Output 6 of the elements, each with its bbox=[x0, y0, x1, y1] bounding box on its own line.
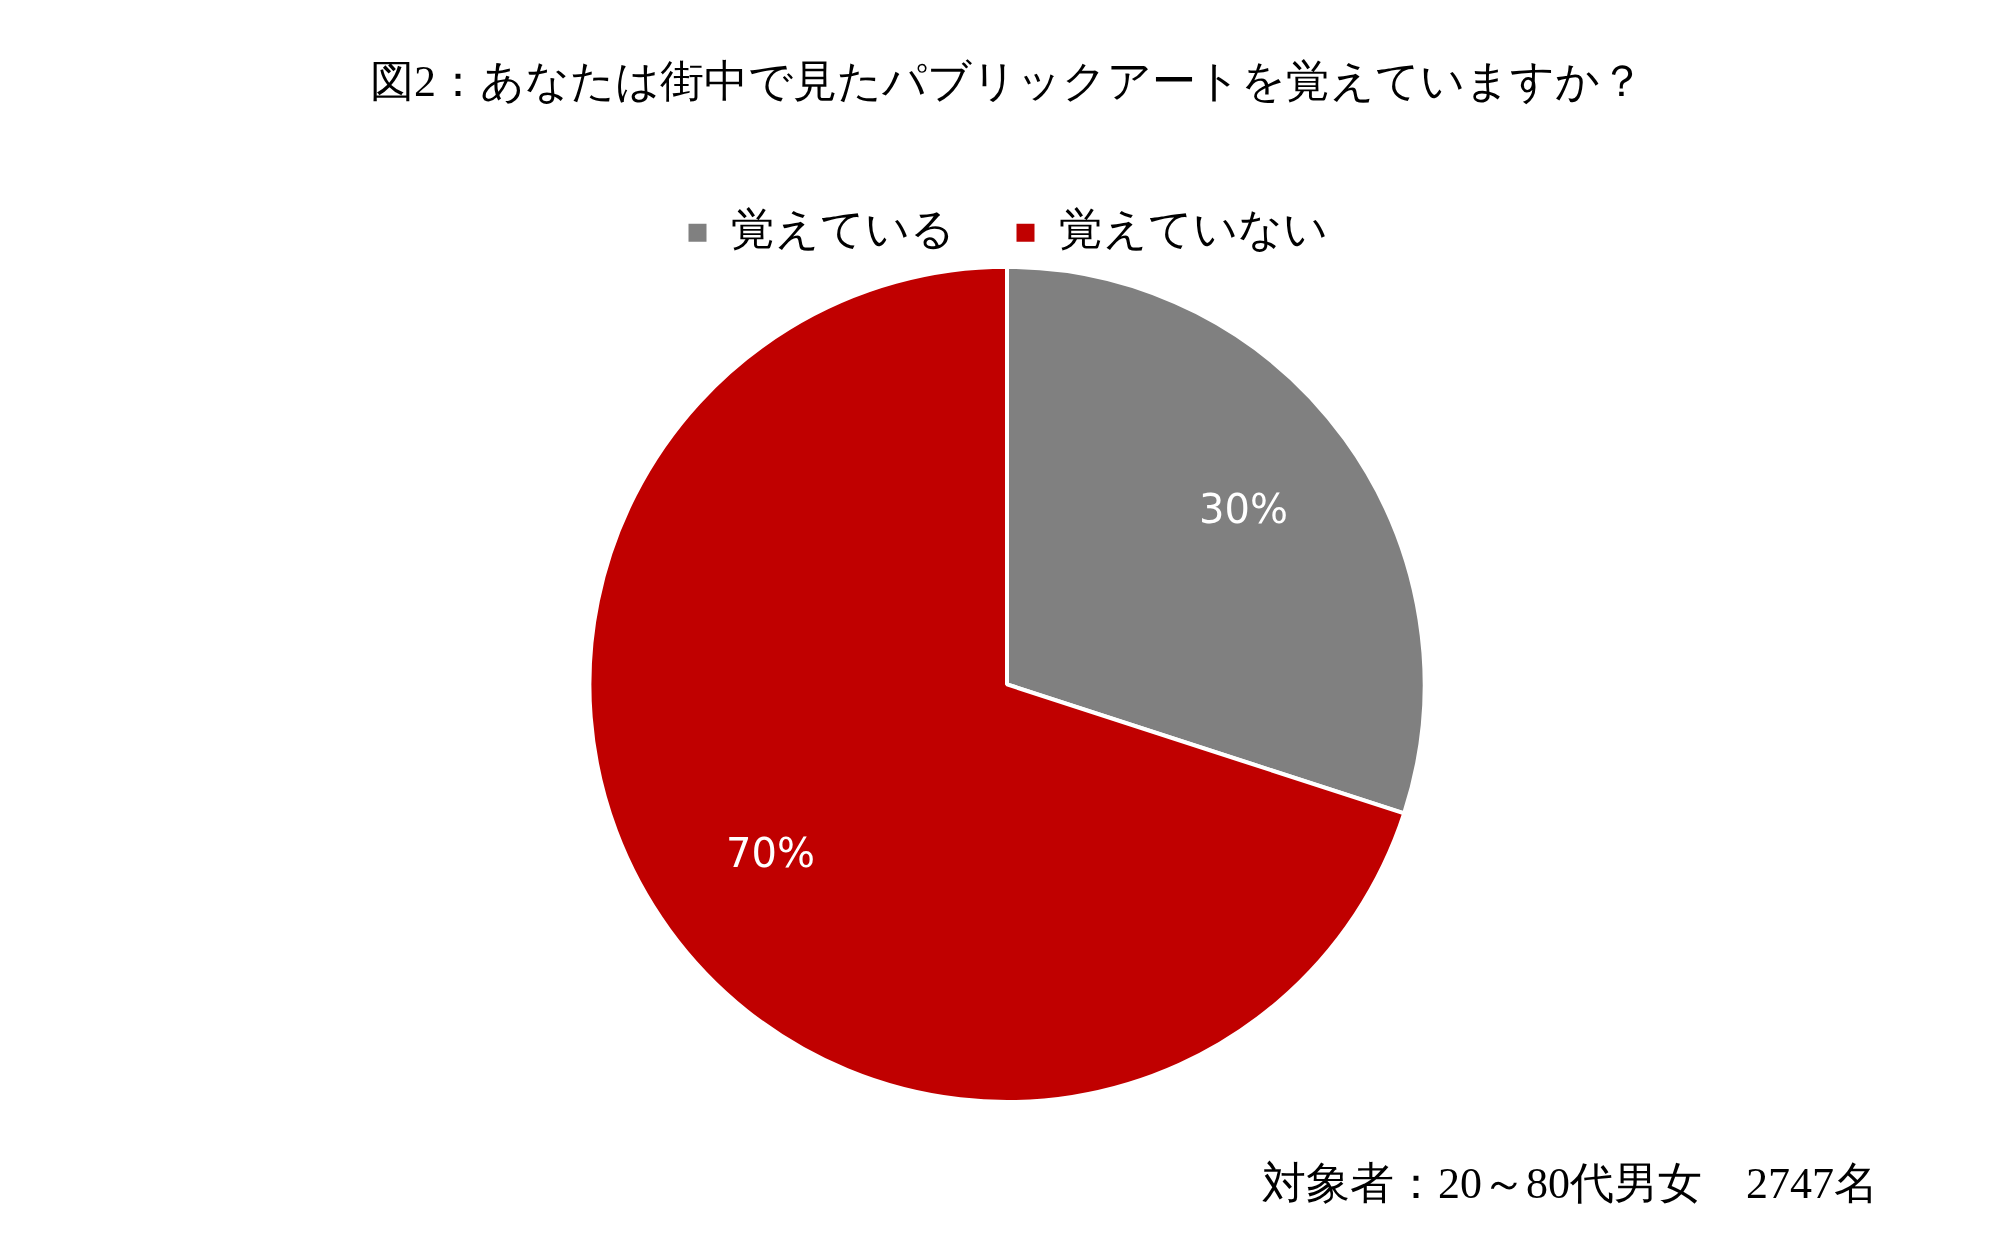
data-label: 70% bbox=[726, 829, 815, 876]
legend-label: 覚えている bbox=[730, 205, 955, 255]
chart-title: 図2：あなたは街中で見たパブリックアートを覚えていますか？ bbox=[370, 56, 1644, 106]
legend-label: 覚えていない bbox=[1058, 205, 1328, 255]
data-label: 30% bbox=[1199, 485, 1288, 532]
text: 対象者：20～80代男女 2747名 bbox=[1262, 1159, 1878, 1208]
